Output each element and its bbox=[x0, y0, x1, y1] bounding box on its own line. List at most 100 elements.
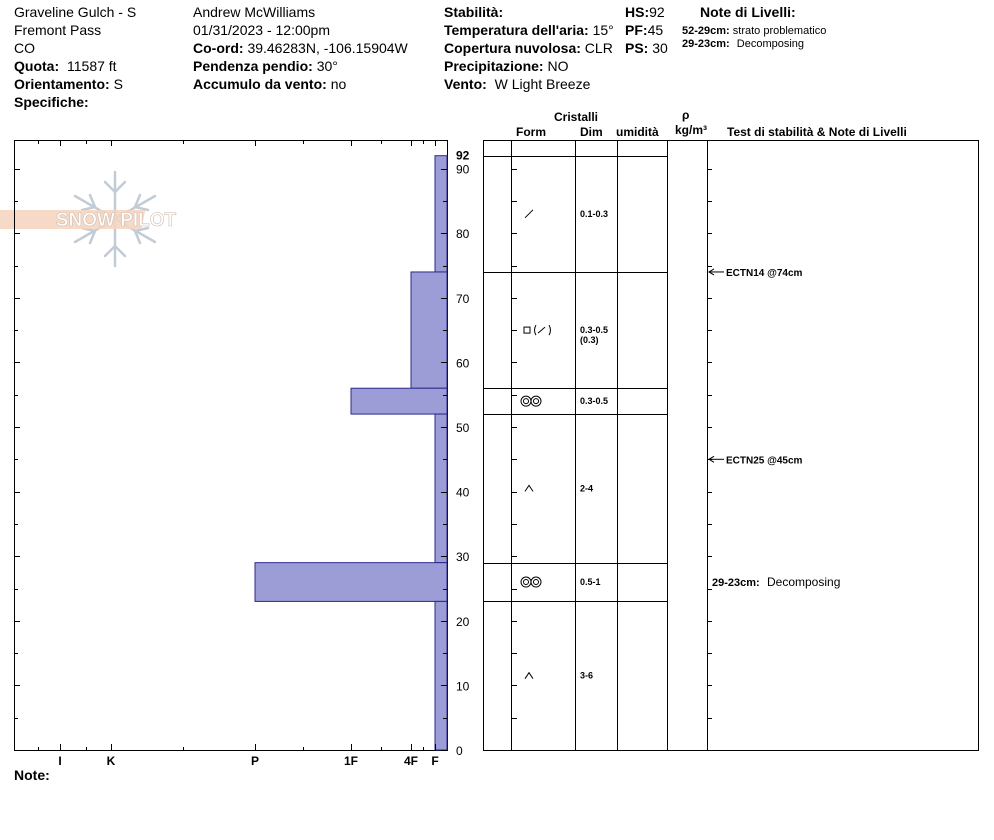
cloud-value: CLR bbox=[584, 40, 613, 56]
logo-text: SNOW PILOT bbox=[56, 210, 177, 231]
depth-label-0: 0 bbox=[456, 744, 463, 758]
hardness-bar-5 bbox=[254, 562, 448, 602]
tests-header: Test di stabilità & Note di Livelli bbox=[727, 125, 907, 139]
hardness-label-1f: 1F bbox=[344, 754, 358, 768]
ps-label: PS: bbox=[625, 40, 649, 56]
slope-value: 30° bbox=[316, 58, 338, 74]
stability-test-2: ECTN25 @45cm bbox=[726, 455, 803, 466]
depth-label-30: 30 bbox=[456, 550, 470, 564]
stability-label: Stabilità: bbox=[444, 4, 504, 20]
moisture-header: umidità bbox=[616, 125, 659, 139]
wind-label: Vento: bbox=[444, 76, 487, 92]
pf-label: PF: bbox=[625, 22, 648, 38]
hs-label: HS: bbox=[625, 4, 650, 20]
observer-name: Andrew McWilliams bbox=[193, 4, 316, 20]
state-name: CO bbox=[14, 40, 35, 56]
snow-height: HS:92 bbox=[625, 4, 665, 20]
density-symbol: ρ bbox=[682, 108, 690, 122]
coordinates: Co-ord: 39.46283N, -106.15904W bbox=[193, 40, 408, 56]
depth-label-90: 90 bbox=[456, 163, 470, 177]
wind-loading: Accumulo da vento: no bbox=[193, 76, 346, 92]
decomposing-icon bbox=[524, 209, 534, 219]
table-content: 0.1-0.30.3-0.5(0.3)0.3-0.52-40.5-13-6ECT… bbox=[520, 209, 840, 681]
aspect: Orientamento: S bbox=[14, 76, 123, 92]
test-arrowhead-1 bbox=[708, 268, 715, 276]
layer-note-1-range: 52-29cm: bbox=[682, 25, 730, 37]
grain-size-6: 3-6 bbox=[580, 671, 593, 681]
wind: Vento: W Light Breeze bbox=[444, 76, 590, 92]
precip-label: Precipitazione: bbox=[444, 58, 544, 74]
hardness-label-p: P bbox=[251, 754, 259, 768]
elevation-label: Quota: bbox=[14, 58, 60, 74]
hardness-label-i: I bbox=[58, 754, 61, 768]
hardness-label-f: F bbox=[431, 754, 438, 768]
wind-loading-label: Accumulo da vento: bbox=[193, 76, 327, 92]
depth-label-20: 20 bbox=[456, 615, 470, 629]
cloud-cover: Copertura nuvolosa: CLR bbox=[444, 40, 613, 56]
aspect-value: S bbox=[113, 76, 123, 92]
melt-form-icon bbox=[520, 576, 542, 588]
melt-form-icon bbox=[520, 395, 542, 407]
pf-value: 45 bbox=[647, 22, 664, 38]
area-name: Fremont Pass bbox=[14, 22, 102, 38]
coord-label: Co-ord: bbox=[193, 40, 244, 56]
hardness-bars bbox=[254, 155, 448, 751]
depth-label-80: 80 bbox=[456, 227, 470, 241]
observation-datetime: 01/31/2023 - 12:00pm bbox=[193, 22, 330, 38]
aspect-label: Orientamento: bbox=[14, 76, 110, 92]
hardness-bar-6 bbox=[434, 600, 448, 751]
hardness-bar-2 bbox=[410, 271, 448, 389]
location-name: Graveline Gulch - S bbox=[14, 4, 137, 20]
wind-value: W Light Breeze bbox=[494, 76, 591, 92]
elevation-value: 11587 ft bbox=[67, 58, 117, 74]
grain-size-secondary-2: (0.3) bbox=[580, 335, 599, 345]
hardness-bar-3 bbox=[350, 387, 448, 415]
density-unit: kg/m³ bbox=[675, 123, 708, 137]
depth-label-70: 70 bbox=[456, 292, 470, 306]
faceted-decomposing-icon bbox=[523, 324, 551, 336]
depth-label-10: 10 bbox=[456, 679, 470, 693]
stratigraphy-table-frame bbox=[483, 140, 979, 751]
wind-loading-value: no bbox=[330, 76, 347, 92]
hardness-ticks: I K P 1F 4F F bbox=[38, 140, 439, 768]
dim-header: Dim bbox=[580, 125, 603, 139]
layer-note-1: 52-29cm: strato problematico bbox=[682, 25, 826, 37]
hardness-label-4f: 4F bbox=[404, 754, 418, 768]
air-temperature: Temperatura dell'aria: 15° bbox=[444, 22, 614, 38]
grain-size-2: 0.3-0.5 bbox=[580, 325, 608, 335]
layer-note-range: 29-23cm: bbox=[712, 577, 760, 589]
slope-angle: Pendenza pendio: 30° bbox=[193, 58, 338, 74]
table-layer-lines bbox=[483, 156, 667, 602]
layer-notes-title: Note di Livelli: bbox=[700, 4, 796, 20]
depth-label-50: 50 bbox=[456, 421, 470, 435]
depth-label-40: 40 bbox=[456, 486, 470, 500]
ps-value: 30 bbox=[652, 40, 668, 56]
elevation: Quota: 11587 ft bbox=[14, 58, 117, 74]
test-arrowhead-2 bbox=[708, 455, 715, 463]
coord-value: 39.46283N, -106.15904W bbox=[247, 40, 408, 56]
layer-note-text: Decomposing bbox=[767, 575, 840, 589]
hardness-frame bbox=[14, 140, 448, 751]
air-temp-label: Temperatura dell'aria: bbox=[444, 22, 589, 38]
hs-value: 92 bbox=[649, 4, 665, 20]
precip-value: NO bbox=[547, 58, 569, 74]
layer-note-2-range: 29-23cm: bbox=[682, 38, 730, 50]
layer-note-2: 29-23cm: Decomposing bbox=[682, 38, 804, 50]
specifics-label: Specifiche: bbox=[14, 94, 89, 110]
depth-hoar-icon bbox=[524, 671, 534, 679]
depth-label-92: 92 bbox=[456, 149, 470, 163]
hardness-bar-1 bbox=[434, 155, 448, 273]
slope-label: Pendenza pendio: bbox=[193, 58, 313, 74]
depth-label-60: 60 bbox=[456, 356, 470, 370]
grain-size-4: 2-4 bbox=[580, 483, 593, 493]
precipitation: Precipitazione: NO bbox=[444, 58, 568, 74]
form-header: Form bbox=[516, 125, 546, 139]
grain-size-3: 0.3-0.5 bbox=[580, 396, 608, 406]
air-temp-value: 15° bbox=[592, 22, 614, 38]
crystals-header: Cristalli bbox=[554, 110, 599, 124]
depth-hoar-icon bbox=[524, 484, 534, 492]
grain-size-1: 0.1-0.3 bbox=[580, 209, 608, 219]
layer-note-1-text: strato problematico bbox=[732, 25, 827, 37]
grain-size-5: 0.5-1 bbox=[580, 577, 601, 587]
